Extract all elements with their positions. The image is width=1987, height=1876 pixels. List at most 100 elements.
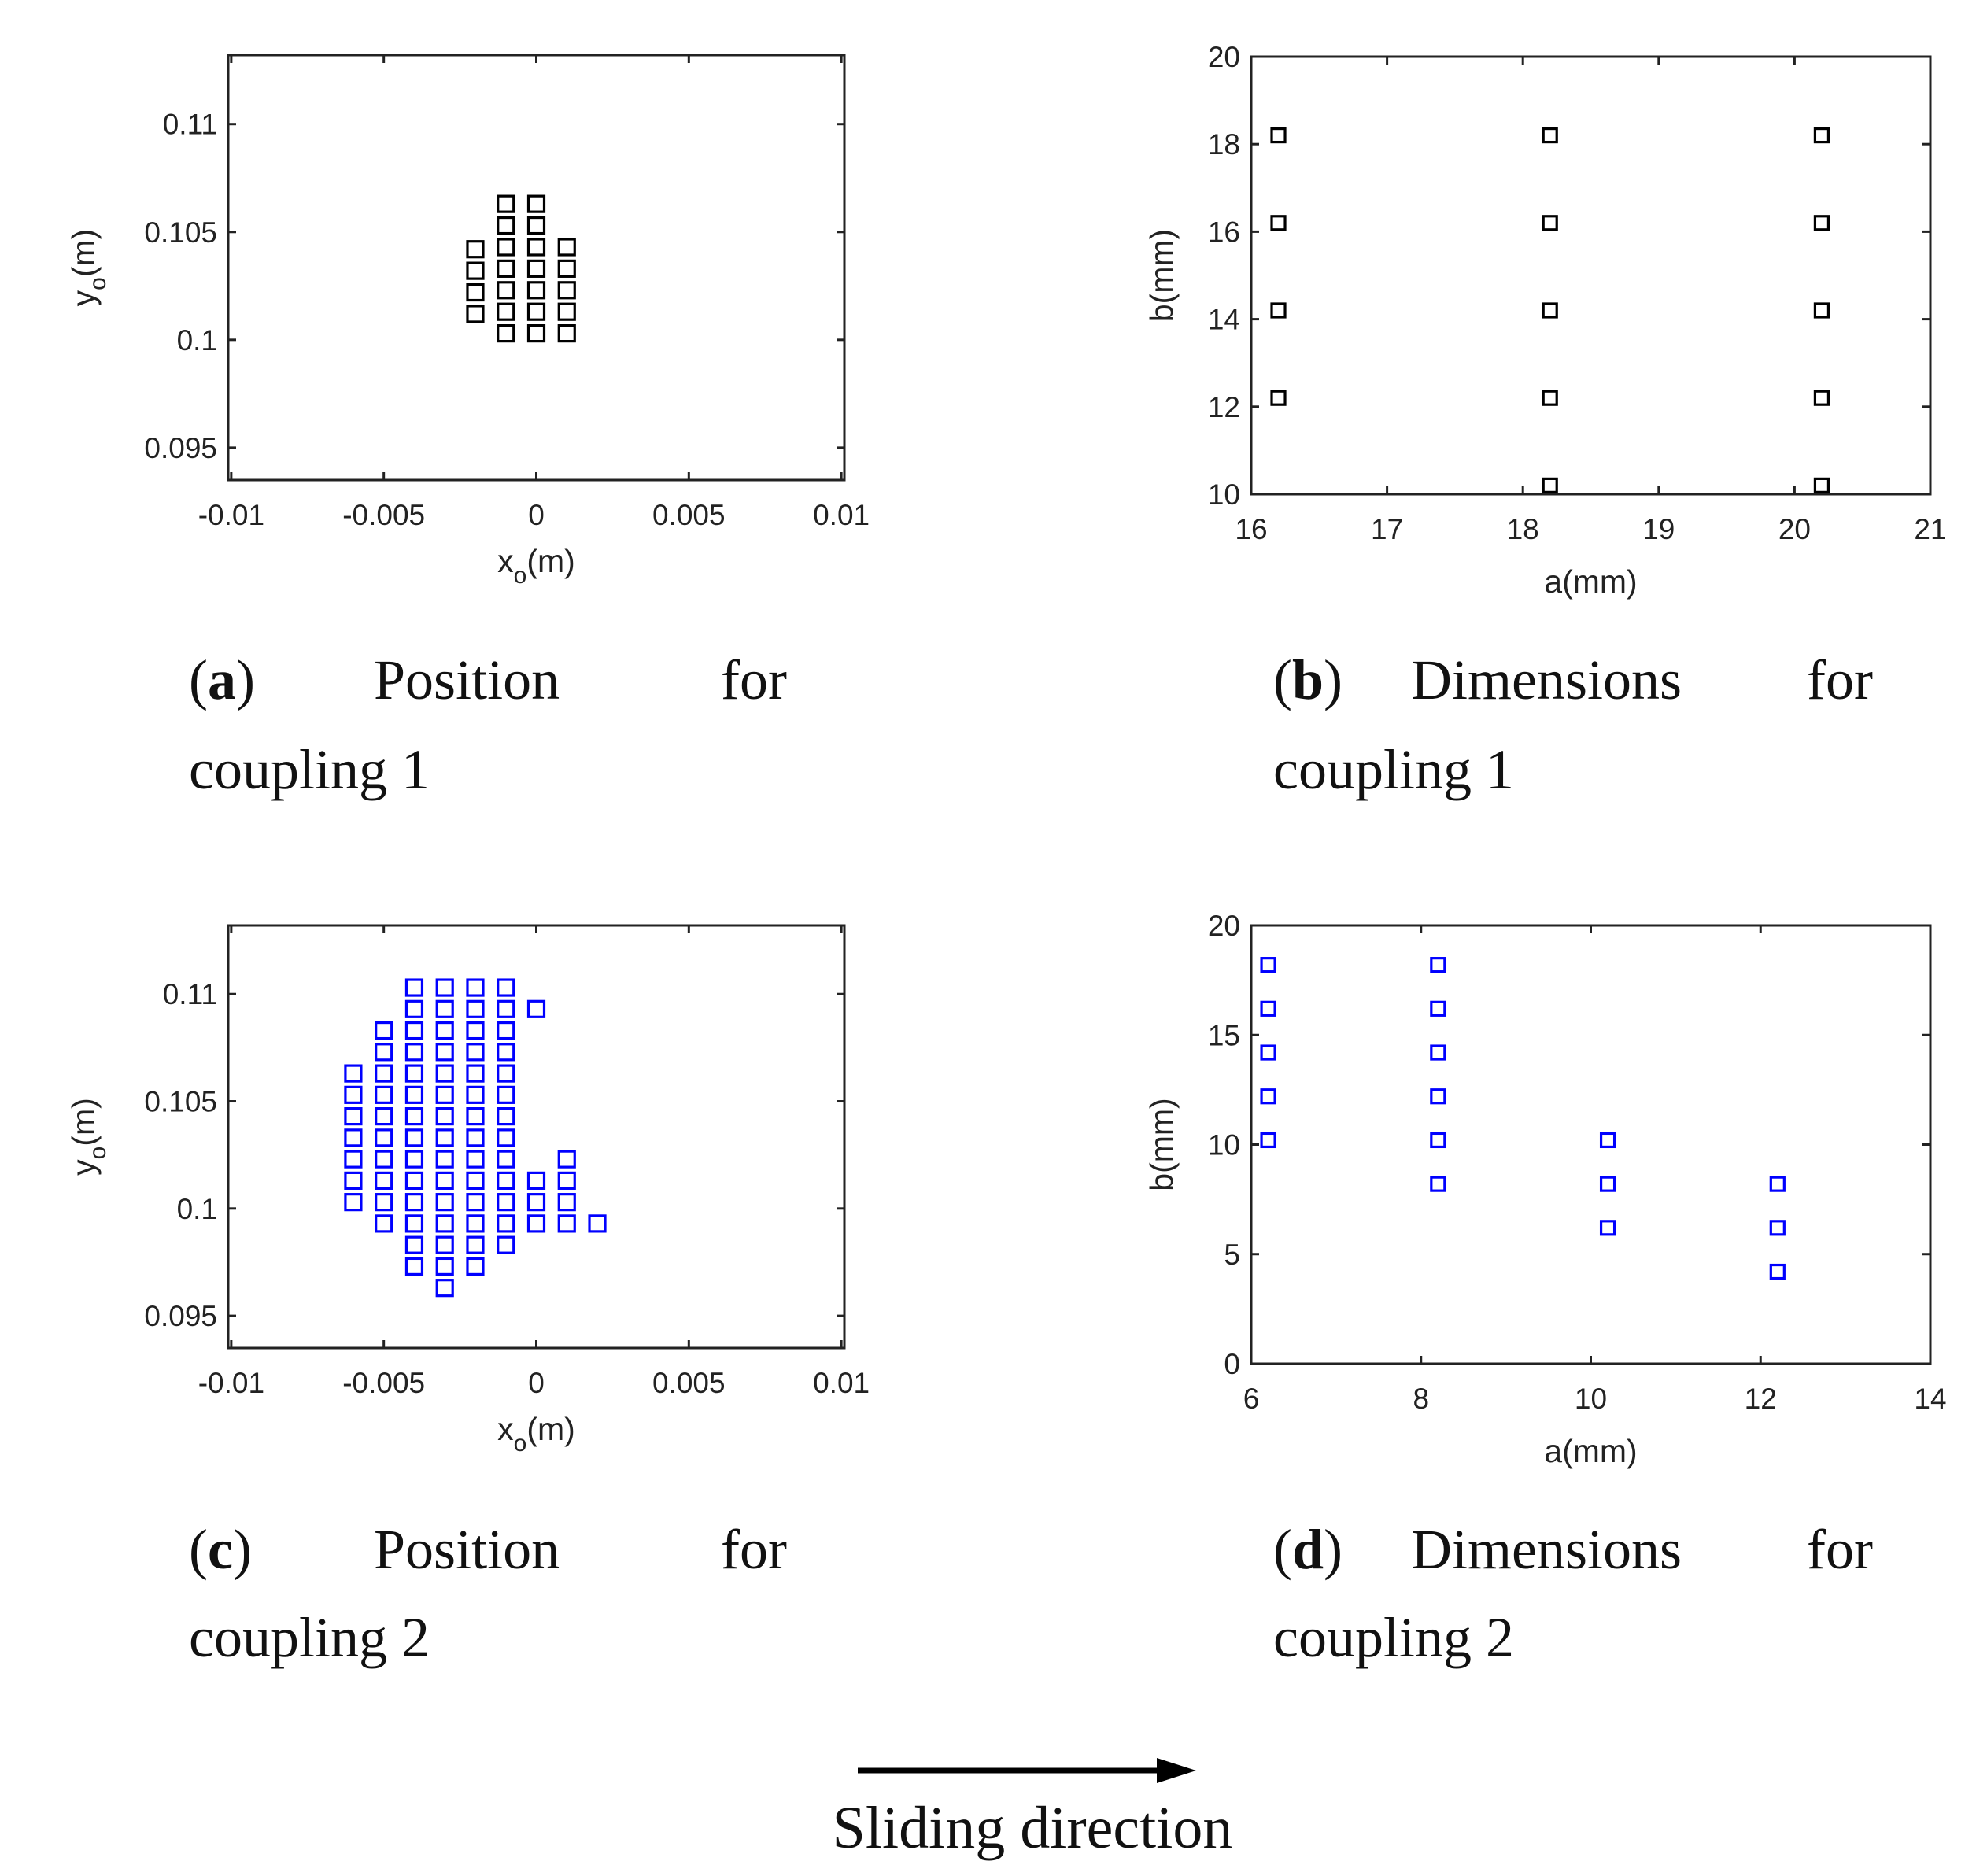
y-tick-label: 0.095: [144, 432, 217, 464]
caption-line-2: coupling 2: [189, 1606, 430, 1669]
data-point: [466, 1257, 485, 1276]
data-point: [588, 1214, 607, 1233]
caption-line-2: coupling 1: [1273, 738, 1514, 801]
data-point: [435, 1279, 454, 1298]
caption-word: for: [721, 648, 787, 711]
x-tick-label: 14: [1914, 1383, 1946, 1415]
data-point: [435, 1193, 454, 1212]
data-point: [526, 259, 546, 278]
panels: -0.01 -0.005 0 0.005 0.010.0950.10.1050.11xo…: [65, 41, 1947, 1669]
data-point: [404, 999, 424, 1018]
chart-panel-c: -0.01 -0.005 0 0.005 0.01 0.095 0.1 0.105 0.11 xo…: [65, 924, 870, 1669]
data-point: [466, 305, 485, 323]
data-point: [526, 302, 546, 321]
data-point: [497, 1107, 515, 1126]
data-point: [375, 1064, 393, 1083]
x-tick-label: -0.01: [198, 1367, 264, 1399]
data-point: [404, 1214, 424, 1233]
data-point: [466, 1150, 485, 1169]
data-point: [557, 1171, 576, 1190]
data-point: [497, 1214, 515, 1233]
caption-a: (a) Position for coupling 1: [189, 648, 787, 801]
data-point: [435, 978, 454, 997]
data-point: [435, 1107, 454, 1126]
data-point: [435, 1171, 454, 1190]
x-tick-label: 0.005: [652, 1367, 726, 1399]
data-point: [497, 216, 515, 235]
x-tick-label: 0: [528, 1367, 545, 1399]
y-tick-label: 0.095: [144, 1300, 217, 1332]
data-point: [557, 238, 576, 257]
data-point: [404, 1235, 424, 1254]
data-point: [497, 1128, 515, 1147]
data-point: [466, 283, 485, 302]
x-tick-label: 21: [1914, 513, 1946, 545]
plot-frame: [227, 924, 846, 1350]
data-point: [466, 1214, 485, 1233]
data-point: [404, 1150, 424, 1169]
data-point: [375, 1021, 393, 1040]
data-point: [1260, 957, 1276, 973]
data-point: [344, 1064, 363, 1083]
data-point: [497, 259, 515, 278]
data-point: [557, 1150, 576, 1169]
x-tick-label: -0.005: [342, 1367, 425, 1399]
caption-d: (d) Dimensions for coupling 2: [1273, 1518, 1873, 1669]
caption-word: for: [1807, 1518, 1873, 1581]
caption-word: Position: [374, 1518, 560, 1581]
data-point: [497, 999, 515, 1018]
chart-panel-a: -0.01 -0.005 0 0.005 0.01 0.095 0.1 0.105 0.11 xo…: [65, 54, 870, 801]
data-point: [1599, 1132, 1616, 1149]
data-point: [497, 1043, 515, 1062]
data-point: [404, 1107, 424, 1126]
data-point: [497, 1085, 515, 1104]
data-point: [1542, 127, 1558, 144]
data-point: [497, 281, 515, 300]
data-point: [557, 1193, 576, 1212]
chart-panel-d: 6 8 10 12 14 0 5 10 15 20 a(mm) b(mm) (d) Dimensions f…: [1143, 910, 1947, 1669]
data-point: [526, 216, 546, 235]
data-point: [344, 1085, 363, 1104]
data-point: [404, 1257, 424, 1276]
data-point: [466, 261, 485, 280]
data-point: [526, 324, 546, 343]
data-point: [404, 1128, 424, 1147]
data-point: [404, 1171, 424, 1190]
data-point: [375, 1171, 393, 1190]
x-tick-label: 8: [1413, 1383, 1429, 1415]
x-tick-label: 6: [1243, 1383, 1260, 1415]
y-tick-label: 12: [1208, 391, 1240, 423]
x-axis-label: a(mm): [1544, 563, 1637, 600]
plot-frame: [1250, 924, 1932, 1365]
caption-c: (c) Position for coupling 2: [189, 1518, 787, 1669]
chart-panel-b: 16 17 18 19 20 21 10 12 14 16 18 20 a(mm) b(mm) (b) Dim…: [1143, 41, 1947, 801]
data-point: [466, 1235, 485, 1254]
caption-line-2: coupling 2: [1273, 1606, 1514, 1669]
data-point: [1769, 1263, 1786, 1280]
data-point: [466, 240, 485, 259]
data-point: [435, 1128, 454, 1147]
data-point: [344, 1107, 363, 1126]
data-point: [1769, 1176, 1786, 1192]
x-tick-label: 12: [1745, 1383, 1777, 1415]
x-tick-label: 17: [1371, 513, 1403, 545]
data-point: [375, 1043, 393, 1062]
caption-word: for: [1807, 648, 1873, 711]
data-point: [1599, 1220, 1616, 1236]
data-point: [1813, 477, 1830, 493]
data-point: [344, 1150, 363, 1169]
x-tick-label: 10: [1575, 1383, 1607, 1415]
data-point: [435, 1043, 454, 1062]
x-tick-label: 0.01: [813, 1367, 870, 1399]
data-point: [435, 1214, 454, 1233]
caption-word: Position: [374, 648, 560, 711]
data-point: [497, 1193, 515, 1212]
data-point: [526, 1171, 546, 1190]
data-point: [526, 281, 546, 300]
x-tick-label: -0.01: [198, 499, 264, 531]
data-point: [497, 302, 515, 321]
data-point: [1260, 1088, 1276, 1105]
sliding-direction-label: Sliding direction: [833, 1795, 1233, 1861]
data-point: [375, 1193, 393, 1212]
caption-word: Dimensions: [1411, 1518, 1682, 1581]
